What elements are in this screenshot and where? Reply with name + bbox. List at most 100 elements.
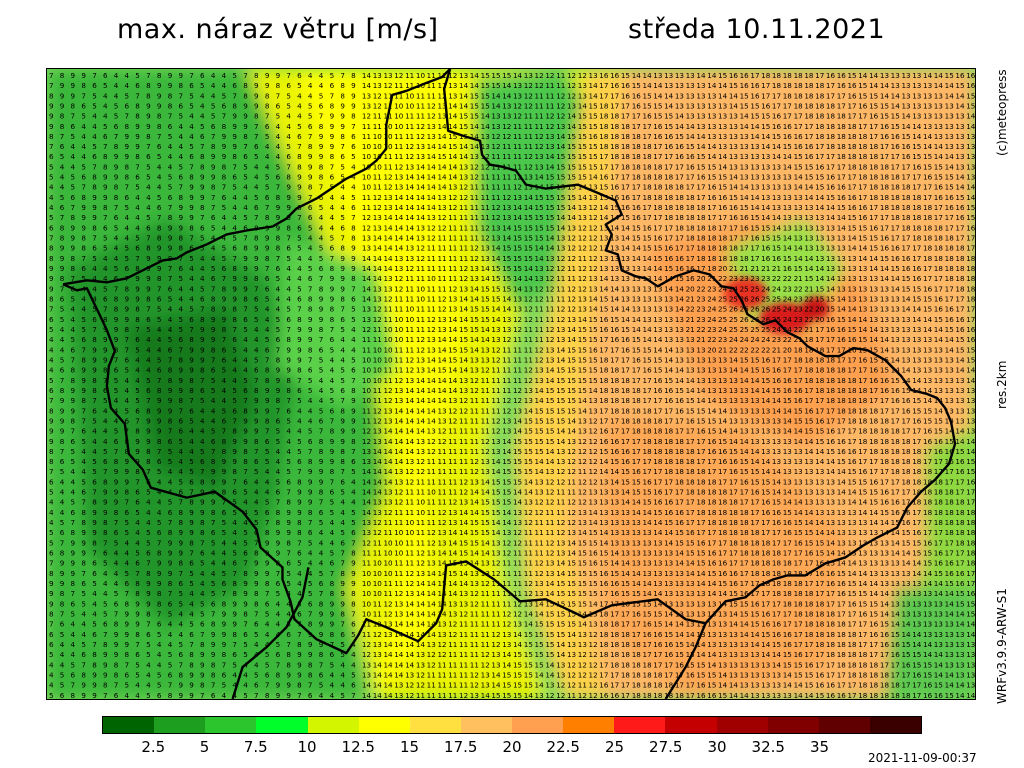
gust-value: 11 <box>427 284 436 293</box>
gust-value: 17 <box>610 162 619 171</box>
gust-value: 13 <box>383 630 392 639</box>
gust-value: 16 <box>869 223 879 232</box>
gust-value: 13 <box>815 498 824 507</box>
gust-value: 14 <box>448 152 458 161</box>
gust-value: 4 <box>200 589 205 598</box>
gust-value: 9 <box>157 427 162 436</box>
gust-value: 9 <box>125 295 130 304</box>
gust-value: 6 <box>92 559 97 568</box>
gust-value: 17 <box>847 366 856 375</box>
gust-value: 18 <box>837 112 847 121</box>
gust-value: 11 <box>362 335 371 344</box>
gust-value: 13 <box>416 437 425 446</box>
gust-value: 18 <box>815 91 825 100</box>
gust-value: 13 <box>804 223 813 232</box>
gust-value: 6 <box>222 193 227 202</box>
gust-value: 4 <box>103 101 108 110</box>
gust-value: 8 <box>71 213 76 222</box>
gust-value: 9 <box>265 244 270 253</box>
gust-value: 7 <box>200 630 205 639</box>
gust-value: 16 <box>837 193 847 202</box>
gust-value: 17 <box>912 173 921 182</box>
gust-value: 11 <box>383 152 392 161</box>
gust-value: 15 <box>934 416 943 425</box>
gust-value: 8 <box>157 589 162 598</box>
gust-value: 15 <box>783 142 792 151</box>
gust-value: 15 <box>470 112 479 121</box>
gust-value: 14 <box>761 142 771 151</box>
gust-value: 13 <box>524 599 533 608</box>
gust-value: 14 <box>405 610 415 619</box>
gust-value: 14 <box>405 447 415 456</box>
gust-value: 13 <box>437 112 446 121</box>
gust-value: 9 <box>114 335 119 344</box>
gust-value: 14 <box>632 508 642 517</box>
gust-value: 17 <box>750 498 759 507</box>
gust-value: 14 <box>707 579 717 588</box>
gust-value: 15 <box>858 599 867 608</box>
gust-value: 16 <box>707 437 717 446</box>
gust-value: 10 <box>394 549 404 558</box>
gust-value: 4 <box>49 203 54 212</box>
gust-value: 8 <box>157 223 162 232</box>
gust-value: 5 <box>157 305 162 314</box>
gust-value: 18 <box>837 142 847 151</box>
gust-value: 14 <box>869 81 879 90</box>
gust-value: 21 <box>772 345 781 354</box>
gust-value: 5 <box>319 203 324 212</box>
gust-value: 11 <box>459 213 468 222</box>
gust-value: 15 <box>847 589 856 598</box>
gust-value: 9 <box>168 386 173 395</box>
gust-value: 5 <box>232 183 237 192</box>
gust-value: 14 <box>966 193 975 202</box>
gust-value: 4 <box>179 305 184 314</box>
gust-value: 18 <box>653 203 663 212</box>
gust-value: 7 <box>297 376 302 385</box>
gust-value: 17 <box>847 427 856 436</box>
gust-value: 17 <box>643 457 652 466</box>
gust-value: 8 <box>135 315 140 324</box>
gust-value: 13 <box>945 640 954 649</box>
gust-value: 14 <box>567 335 577 344</box>
gust-value: 11 <box>567 264 576 273</box>
gust-value: 5 <box>351 355 356 364</box>
gust-value: 18 <box>847 152 857 161</box>
gust-value: 15 <box>686 142 695 151</box>
gust-value: 6 <box>243 549 248 558</box>
gust-value: 8 <box>135 427 140 436</box>
gust-value: 14 <box>772 223 782 232</box>
gust-value: 5 <box>286 101 291 110</box>
gust-value: 16 <box>664 508 674 517</box>
gust-value: 11 <box>513 569 522 578</box>
gust-value: 6 <box>114 528 119 537</box>
gust-value: 15 <box>804 528 813 537</box>
gust-value: 15 <box>772 640 781 649</box>
gust-value: 15 <box>847 325 856 334</box>
gust-value: 6 <box>125 579 130 588</box>
gust-value: 9 <box>340 264 345 273</box>
gust-value: 5 <box>308 101 313 110</box>
gust-value: 10 <box>383 538 393 547</box>
gust-value: 13 <box>621 264 630 273</box>
gust-value: 7 <box>351 284 356 293</box>
gust-value: 6 <box>232 81 237 90</box>
gust-value: 14 <box>783 416 793 425</box>
gust-value: 9 <box>330 295 335 304</box>
gust-value: 5 <box>200 234 205 243</box>
gust-value: 8 <box>81 518 86 527</box>
gust-value: 8 <box>114 508 119 517</box>
gust-value: 16 <box>804 152 814 161</box>
gust-value: 13 <box>783 437 792 446</box>
gust-value: 12 <box>427 437 436 446</box>
gust-value: 17 <box>643 640 652 649</box>
gust-value: 15 <box>955 335 964 344</box>
gust-value: 13 <box>567 650 576 659</box>
gust-value: 14 <box>880 610 890 619</box>
gust-value: 14 <box>621 305 631 314</box>
gust-value: 7 <box>243 234 248 243</box>
gust-value: 13 <box>373 508 382 517</box>
gust-value: 18 <box>804 91 814 100</box>
gust-value: 6 <box>92 406 97 415</box>
gust-value: 4 <box>222 538 227 547</box>
gust-value: 13 <box>934 640 943 649</box>
